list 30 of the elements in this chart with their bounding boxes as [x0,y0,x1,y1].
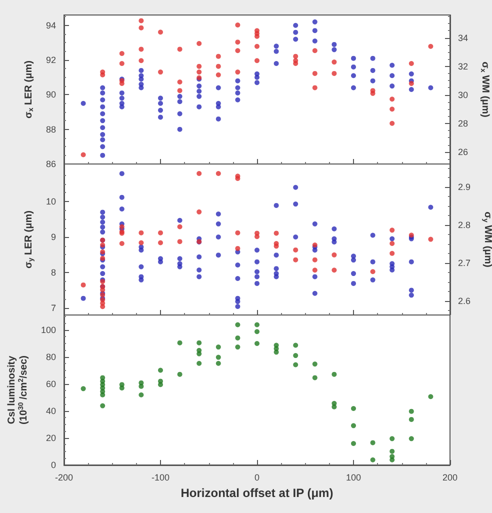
x-tick-label: 100 [346,472,362,482]
y-tick-label: 90 [46,90,56,100]
x-axis-title: Horizontal offset at IP (μm) [180,486,334,500]
y-tick-label: 100 [40,324,56,335]
y-tick-label: 86 [46,159,56,169]
x-tick-label: 0 [254,472,260,482]
x-tick-label: -200 [54,472,74,482]
y-tick-label: 9 [50,232,56,242]
y-tick-label: 94 [46,20,56,30]
x-tick-label: -100 [151,472,170,482]
x-tick-label: 200 [442,472,458,482]
y-tick-label: 80 [46,352,56,362]
y-tick-label: 92 [46,55,56,66]
y2-tick-label: 2.8 [458,220,471,230]
y-tick-label: 0 [50,460,56,470]
y2-tick-label: 2.7 [458,258,471,268]
y-tick-label: 8 [50,267,56,278]
y-tick-label: 60 [46,378,56,389]
y2-tick-label: 34 [458,32,468,43]
y-tick-label: 7 [50,302,56,313]
y-tick-label: 40 [46,406,56,416]
y2-tick-label: 26 [458,146,468,157]
y2-tick-label: 2.6 [458,296,471,306]
y-tick-label: 20 [46,432,56,443]
y-tick-label: 88 [46,124,56,134]
y2-tick-label: 30 [458,90,468,100]
y2-tick-label: 28 [458,118,468,128]
y2-tick-label: 2.9 [458,182,471,192]
y-tick-label: 10 [46,196,56,207]
y2-tick-label: 32 [458,61,468,72]
